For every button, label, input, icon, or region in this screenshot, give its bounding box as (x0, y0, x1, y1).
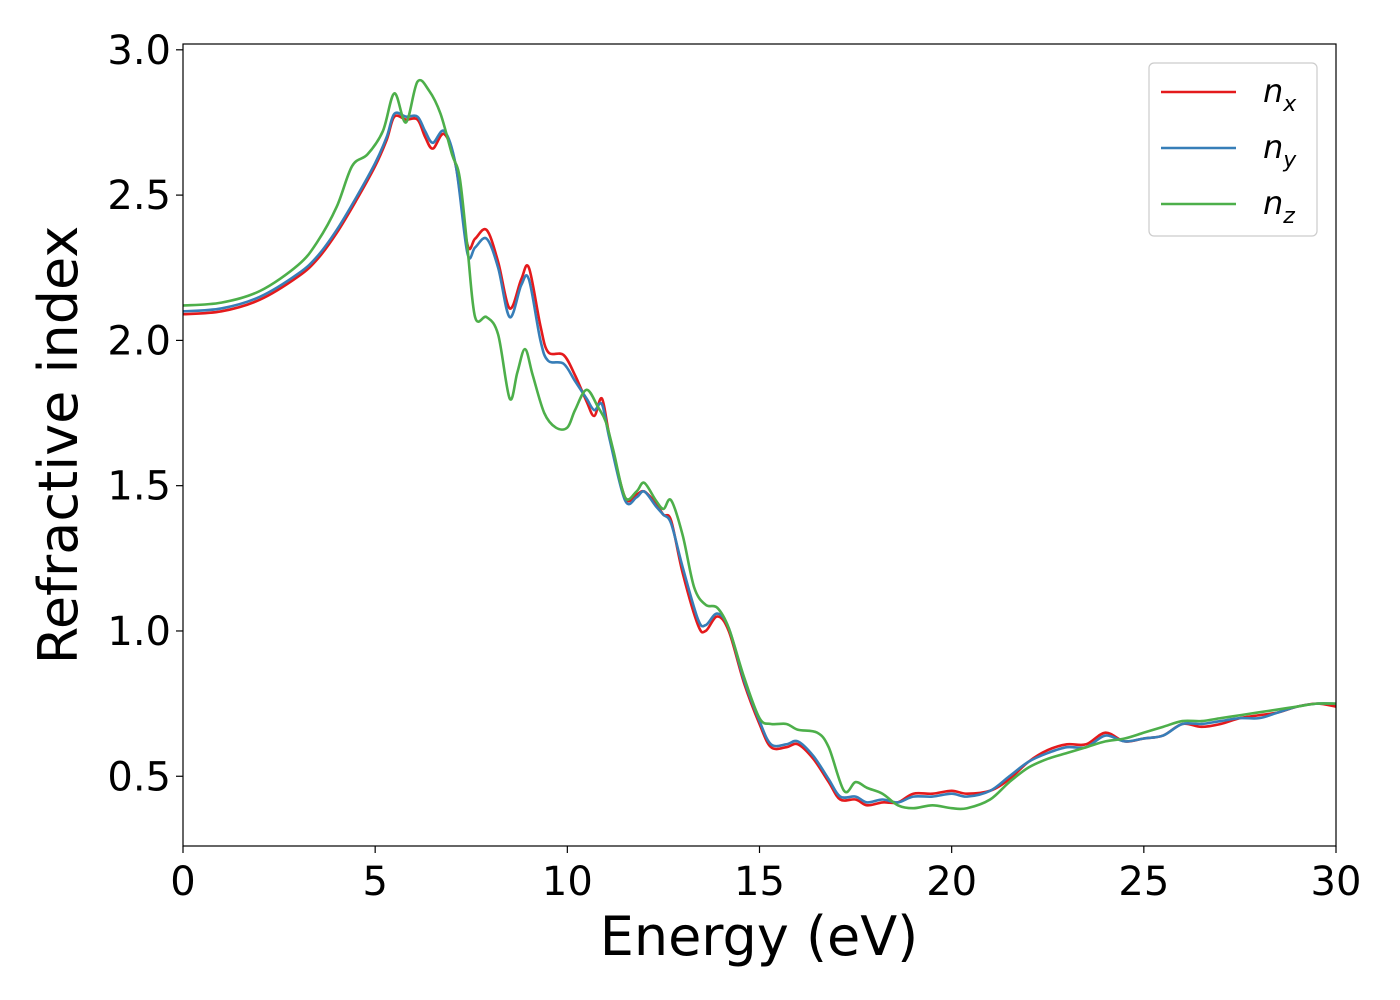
x-tick-label: 30 (1311, 859, 1362, 905)
x-axis-title: Energy (eV) (600, 905, 919, 968)
y-axis-ticks: 0.5 1.0 1.5 2.0 2.5 3.0 (107, 28, 183, 800)
y-tick-label: 0.5 (107, 754, 171, 800)
x-tick-label: 25 (1118, 859, 1169, 905)
x-tick-label: 15 (734, 859, 785, 905)
x-axis-ticks: 0 5 10 15 20 25 30 (170, 846, 1361, 905)
x-tick-label: 10 (542, 859, 593, 905)
x-tick-label: 5 (362, 859, 387, 905)
series-layer (183, 78, 1336, 811)
x-tick-label: 0 (170, 859, 195, 905)
series-line-nx (183, 114, 1336, 807)
y-tick-label: 2.0 (107, 318, 171, 364)
series-line-nz (183, 78, 1336, 811)
y-tick-label: 3.0 (107, 28, 171, 74)
y-axis-title: Refractive index (27, 226, 90, 665)
y-tick-label: 1.5 (107, 464, 171, 510)
y-tick-label: 2.5 (107, 173, 171, 219)
y-tick-label: 1.0 (107, 609, 171, 655)
legend-box (1148, 62, 1318, 237)
x-tick-label: 20 (926, 859, 977, 905)
